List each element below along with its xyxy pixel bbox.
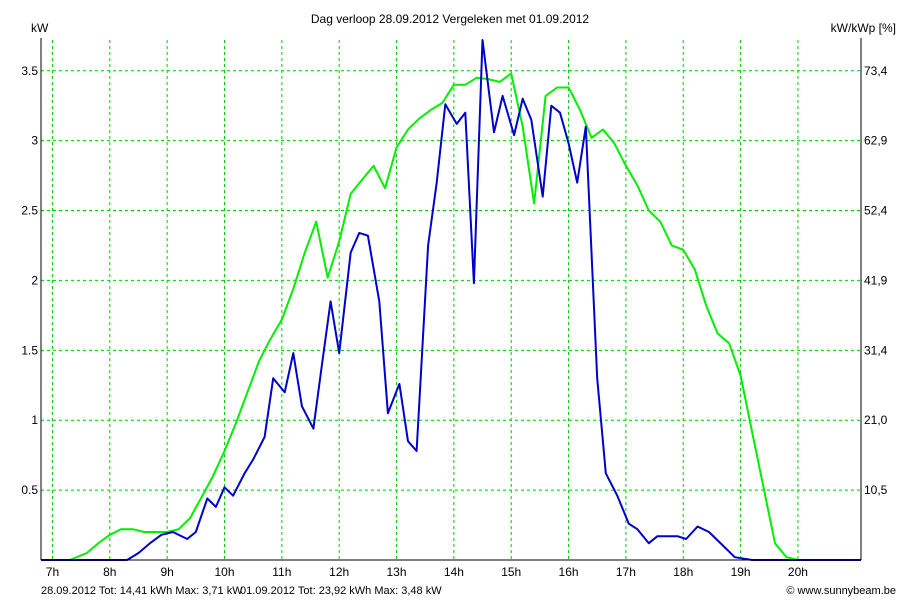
y-tick-label-right: 62,9 (864, 134, 888, 148)
y-tick-label-right: 21,0 (864, 413, 888, 427)
footer-summary-01-09: 01.09.2012 Tot: 23,92 kWh Max: 3,48 kW (240, 585, 442, 597)
left-axis-unit-label: kW (31, 21, 49, 35)
y-tick-label-left: 0.5 (21, 483, 38, 497)
y-tick-label-left: 3 (31, 134, 38, 148)
axes (40, 38, 862, 561)
y-tick-label-left: 2.5 (21, 204, 38, 218)
right-axis-unit-label: kW/kWp [%] (831, 21, 896, 35)
y-tick-label-right: 52,4 (864, 204, 888, 218)
footer-summary-28-09: 28.09.2012 Tot: 14,41 kWh Max: 3,71 kW (41, 585, 243, 597)
tick-labels: 7h 8h 9h 10h 11h 12h 13h 14h 15h 16h 17h 18h 19h 20h 0… (21, 64, 887, 579)
x-tick-label: 7h (46, 565, 59, 579)
x-tick-label: 17h (616, 565, 636, 579)
series-line-28-09-2012 (41, 39, 861, 561)
y-tick-label-right: 31,4 (864, 343, 888, 357)
sunnybeam-watermark: © www.sunnybeam.be (786, 585, 896, 597)
y-tick-label-left: 1 (31, 413, 38, 427)
y-tick-label-left: 1.5 (21, 343, 38, 357)
y-tick-label-left: 3.5 (21, 64, 38, 78)
x-tick-label: 12h (329, 565, 349, 579)
x-tick-label: 13h (387, 565, 407, 579)
x-tick-label: 14h (444, 565, 464, 579)
x-tick-label: 19h (731, 565, 751, 579)
x-tick-label: 20h (788, 565, 808, 579)
grid-lines (41, 40, 861, 560)
series-lines (41, 39, 861, 561)
x-tick-label: 10h (214, 565, 234, 579)
chart-title: Dag verloop 28.09.2012 Vergeleken met 01… (311, 12, 590, 26)
x-tick-label: 11h (272, 565, 291, 579)
y-tick-label-right: 41,9 (864, 273, 888, 287)
x-tick-label: 9h (160, 565, 173, 579)
x-tick-label: 16h (559, 565, 579, 579)
x-tick-label: 15h (501, 565, 521, 579)
x-tick-label: 18h (673, 565, 693, 579)
y-tick-label-right: 10,5 (864, 483, 888, 497)
series-line-01-09-2012 (41, 72, 861, 561)
y-tick-label-left: 2 (31, 273, 38, 287)
x-tick-label: 8h (103, 565, 116, 579)
y-tick-label-right: 73,4 (864, 64, 888, 78)
